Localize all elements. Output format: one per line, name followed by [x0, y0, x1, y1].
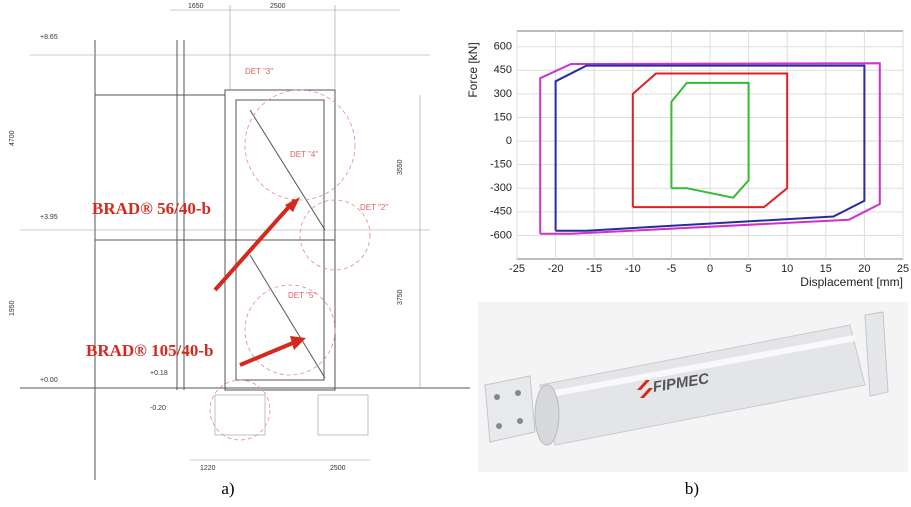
level-label: +3.95 [40, 214, 58, 221]
damper-illustration [478, 302, 908, 472]
hysteresis-loop [554, 64, 866, 232]
x-tick-label: 10 [781, 263, 793, 275]
y-tick-label: -300 [490, 182, 512, 194]
hysteresis-loop [631, 72, 789, 209]
dimension: 3750 [397, 289, 404, 305]
dimension: 1950 [9, 300, 16, 316]
dimension: 1220 [200, 465, 216, 472]
dimension: 3550 [397, 159, 404, 175]
y-axis-label: Force [kN] [466, 42, 480, 97]
detail-label: DET "3" [245, 67, 273, 76]
caption: b) [685, 479, 699, 498]
y-tick-label: 300 [494, 88, 512, 100]
x-tick-label: 25 [897, 263, 909, 275]
brace-label: BRAD® 105/40-b [86, 341, 213, 360]
y-tick-label: 600 [494, 41, 512, 53]
y-tick-label: -450 [490, 206, 512, 218]
dimension: 1650 [188, 3, 204, 10]
detail-label: DET "2" [360, 203, 388, 212]
x-tick-label: 20 [858, 263, 870, 275]
y-tick-label: 150 [494, 111, 512, 123]
dimension: 4700 [9, 130, 16, 146]
x-tick-label: -25 [509, 263, 525, 275]
caption: a) [221, 479, 234, 498]
brace-label: BRAD® 56/40-b [92, 199, 211, 218]
x-tick-label: -10 [625, 263, 641, 275]
level-label: +0.18 [150, 370, 168, 377]
x-tick-label: 15 [820, 263, 832, 275]
x-tick-label: 5 [746, 263, 752, 275]
dimension: 2500 [330, 465, 346, 472]
dimension: 2500 [270, 3, 286, 10]
y-tick-label: -150 [490, 159, 512, 171]
x-tick-label: -5 [667, 263, 677, 275]
x-tick-label: -15 [586, 263, 602, 275]
x-tick-label: 0 [707, 263, 713, 275]
detail-label: DET "4" [290, 150, 318, 159]
x-tick-label: -20 [548, 263, 564, 275]
y-tick-label: 0 [506, 135, 512, 147]
x-axis-label: Displacement [mm] [800, 275, 903, 289]
hysteresis-loop [539, 62, 881, 235]
level-label: -0.20 [150, 405, 166, 412]
y-tick-label: -600 [490, 229, 512, 241]
level-label: +8.65 [40, 34, 58, 41]
level-label: +0.00 [40, 377, 58, 384]
structural-drawing [20, 5, 470, 480]
y-tick-label: 450 [494, 64, 512, 76]
detail-label: DET "5" [288, 291, 316, 300]
hysteresis-loop [670, 81, 750, 199]
